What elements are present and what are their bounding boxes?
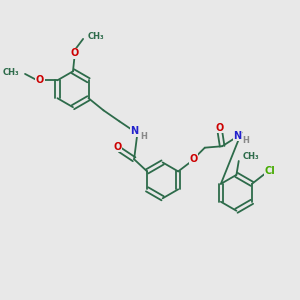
Text: O: O <box>70 48 79 59</box>
Text: CH₃: CH₃ <box>3 68 19 77</box>
Text: CH₃: CH₃ <box>243 152 260 160</box>
Text: O: O <box>36 75 44 85</box>
Text: Cl: Cl <box>265 166 275 176</box>
Text: O: O <box>216 123 224 133</box>
Text: N: N <box>233 130 241 140</box>
Text: O: O <box>189 154 197 164</box>
Text: CH₃: CH₃ <box>88 32 105 40</box>
Text: O: O <box>113 142 122 152</box>
Text: H: H <box>140 132 147 141</box>
Text: H: H <box>242 136 249 145</box>
Text: N: N <box>130 127 139 136</box>
